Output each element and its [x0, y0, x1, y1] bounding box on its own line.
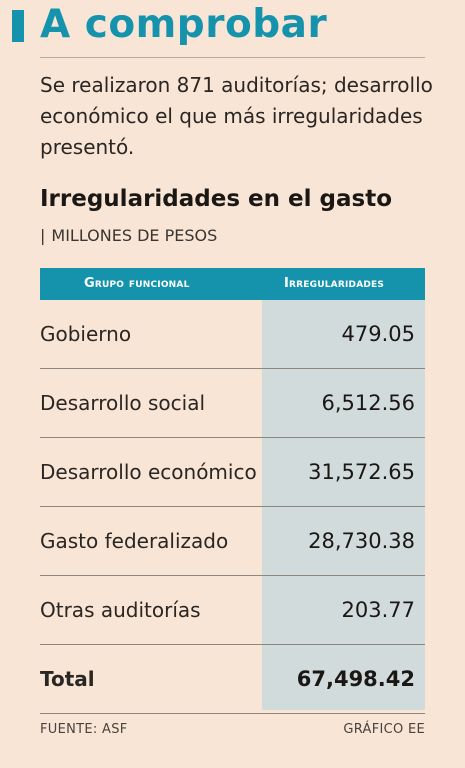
table-row: Otras auditorías 203.77 — [40, 576, 425, 645]
column-header-group: Grupo funcional — [84, 276, 190, 291]
section-title: Irregularidades en el gasto — [40, 186, 392, 212]
total-label: Total — [40, 667, 95, 691]
page-title: A comprobar — [40, 2, 328, 47]
table-body: Gobierno 479.05 Desarrollo social 6,512.… — [40, 300, 425, 714]
row-label: Otras auditorías — [40, 598, 201, 622]
total-value: 67,498.42 — [296, 667, 415, 691]
table-row: Desarrollo social 6,512.56 — [40, 369, 425, 438]
row-label: Desarrollo económico — [40, 460, 257, 484]
title-accent-bar — [12, 10, 24, 42]
row-value: 203.77 — [341, 598, 415, 622]
table-row: Gobierno 479.05 — [40, 300, 425, 369]
title-divider — [40, 57, 425, 58]
row-value: 28,730.38 — [308, 529, 415, 553]
row-value: 479.05 — [341, 322, 415, 346]
table-header: Grupo funcional Irregularidades — [40, 268, 425, 300]
irregularities-table: Grupo funcional Irregularidades Gobierno… — [40, 268, 425, 714]
column-header-irregularities: Irregularidades — [284, 276, 385, 291]
row-value: 6,512.56 — [321, 391, 415, 415]
page-subtitle: Se realizaron 871 auditorías; desarrollo… — [40, 73, 433, 159]
table-row: Gasto federalizado 28,730.38 — [40, 507, 425, 576]
graphic-credit: GRÁFICO EE — [343, 722, 425, 737]
row-label: Gobierno — [40, 322, 132, 346]
table-total-row: Total 67,498.42 — [40, 645, 425, 714]
table-row: Desarrollo económico 31,572.65 — [40, 438, 425, 507]
source-note: FUENTE: ASF — [40, 722, 128, 737]
row-value: 31,572.65 — [308, 460, 415, 484]
row-label: Desarrollo social — [40, 391, 205, 415]
units-text: MILLONES DE PESOS — [51, 226, 218, 245]
row-label: Gasto federalizado — [40, 529, 229, 553]
units-label: | MILLONES DE PESOS — [40, 226, 217, 245]
units-bar: | — [40, 226, 46, 245]
